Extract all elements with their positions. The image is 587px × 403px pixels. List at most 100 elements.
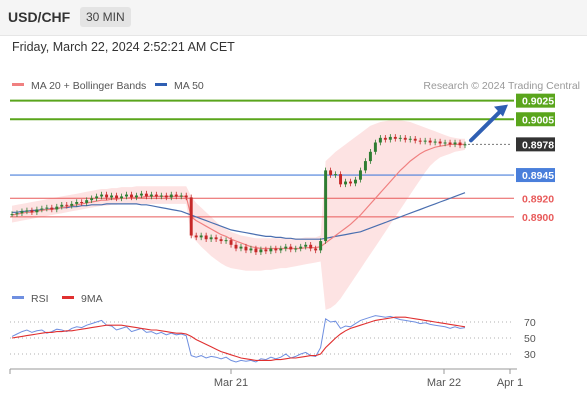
rsi-legend-label: RSI: [31, 293, 49, 305]
forecast-arrow-shaft: [469, 107, 504, 143]
candle-body: [179, 195, 183, 197]
candle-body: [139, 193, 143, 196]
ma50-line: [12, 192, 466, 240]
candle-body: [438, 141, 442, 144]
candle-body: [154, 194, 158, 197]
ma50-legend-label: MA 50: [174, 80, 204, 92]
rsi-tick-label: 70: [524, 317, 536, 329]
candle-body: [224, 240, 228, 242]
candle-body: [70, 203, 74, 206]
research-credit: Research © 2024 Trading Central: [423, 80, 580, 92]
candle-body: [433, 141, 437, 143]
candle-body: [378, 137, 382, 143]
candle-body: [309, 244, 313, 249]
candle-body: [169, 194, 173, 198]
candle-body: [75, 202, 79, 204]
candle-body: [50, 207, 54, 210]
rsi-line: [11, 315, 466, 363]
candle-body: [184, 195, 188, 198]
chart-header: USD/CHF 30 MIN: [0, 0, 587, 36]
datetime-label: Friday, March 22, 2024 2:52:21 AM CET: [12, 40, 235, 54]
candle-body: [209, 237, 213, 240]
candle-body: [144, 193, 148, 197]
candle-body: [453, 142, 457, 145]
ma50-legend-swatch: [155, 83, 167, 86]
x-tick-label: Mar 21: [214, 377, 248, 389]
candle-body: [463, 144, 467, 146]
candle-body: [458, 142, 462, 146]
candle-body: [294, 248, 298, 250]
candle-body: [199, 235, 203, 238]
candle-body: [383, 137, 387, 140]
candle-body: [354, 179, 357, 184]
candle-body: [25, 210, 29, 212]
candle-body: [398, 137, 402, 139]
ma20-legend-swatch: [12, 83, 24, 86]
candle-body: [134, 195, 138, 198]
ma20-legend-label: MA 20 + Bollinger Bands: [31, 80, 146, 92]
current-price-label: 0.8978: [522, 139, 554, 151]
candle-body: [149, 194, 153, 197]
candle-body: [413, 138, 417, 141]
candle-body: [110, 195, 114, 198]
candle-body: [10, 214, 14, 216]
candle-body: [358, 170, 362, 180]
candle-body: [90, 198, 94, 201]
candle-body: [105, 194, 109, 198]
support-label: 0.8920: [522, 193, 554, 205]
rsi-tick-label: 30: [524, 349, 536, 361]
candle-body: [334, 174, 338, 176]
candle-body: [324, 170, 328, 242]
candle-body: [159, 195, 163, 197]
candle-body: [164, 195, 168, 198]
rsi-ma-line: [11, 316, 466, 361]
candle-body: [304, 244, 308, 247]
candle-body: [274, 248, 278, 251]
candle-body: [80, 202, 84, 204]
candle-body: [344, 181, 348, 185]
candle-body: [299, 246, 303, 249]
candle-body: [403, 137, 407, 140]
candle-body: [244, 246, 248, 251]
candle-body: [194, 235, 198, 238]
candle-body: [85, 200, 89, 203]
candle-body: [100, 194, 104, 197]
bollinger-band: [12, 120, 465, 310]
candle-body: [234, 244, 238, 249]
candle-body: [219, 239, 223, 242]
x-tick-label: Apr 1: [497, 377, 523, 389]
candle-body: [125, 194, 128, 197]
candle-body: [115, 195, 119, 199]
candle-body: [443, 142, 447, 144]
candle-body: [264, 249, 268, 252]
candle-body: [189, 197, 193, 236]
rsi-legend-swatch: [12, 296, 24, 299]
candle-body: [20, 211, 24, 214]
candle-body: [349, 181, 352, 184]
rsi-ma-legend-label: 9MA: [81, 293, 103, 305]
candle-body: [65, 204, 69, 206]
timeframe-badge[interactable]: 30 MIN: [80, 7, 131, 27]
rsi-ma-legend-swatch: [62, 296, 74, 299]
candle-body: [129, 194, 133, 198]
candle-body: [15, 213, 19, 215]
candle-body: [289, 246, 293, 250]
candle-body: [95, 196, 99, 199]
candle-body: [214, 237, 218, 240]
x-tick-label: Mar 22: [427, 377, 461, 389]
candle-body: [418, 140, 422, 142]
current-price-tag: [516, 137, 555, 152]
candle-body: [314, 248, 318, 251]
candle-body: [428, 140, 432, 143]
candle-body: [30, 210, 34, 213]
candle-body: [35, 209, 39, 213]
candle-body: [204, 235, 208, 240]
candle-body: [339, 174, 343, 185]
candle-body: [448, 142, 452, 145]
candle-body: [120, 196, 123, 199]
candle-body: [388, 136, 392, 140]
symbol-title: USD/CHF: [8, 9, 71, 25]
resistance-label: 0.9025: [522, 96, 554, 108]
support-label: 0.8900: [522, 212, 554, 224]
